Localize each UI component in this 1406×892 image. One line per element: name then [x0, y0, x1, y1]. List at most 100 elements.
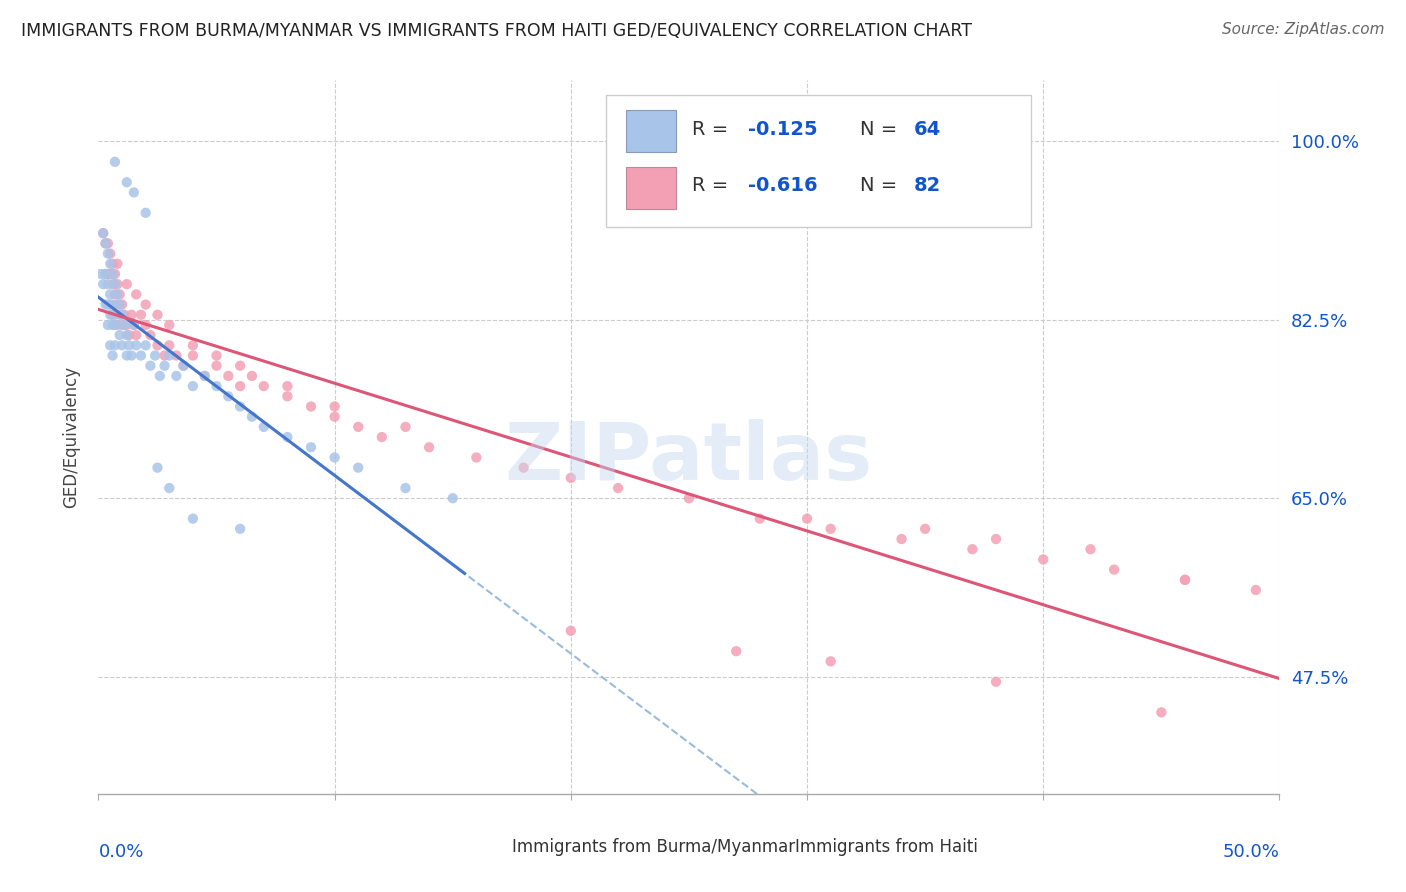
- Point: [276, 430, 298, 444]
- Point: [104, 267, 127, 281]
- Point: [253, 420, 276, 434]
- Point: [115, 175, 138, 189]
- Point: [607, 481, 630, 495]
- Point: [91, 226, 114, 240]
- Point: [157, 349, 180, 363]
- Point: [139, 359, 162, 373]
- Point: [91, 277, 114, 292]
- Point: [101, 257, 124, 271]
- Point: [229, 522, 252, 536]
- Point: [394, 420, 416, 434]
- Point: [217, 389, 239, 403]
- Point: [135, 338, 157, 352]
- Point: [984, 532, 1007, 546]
- Point: [157, 318, 180, 332]
- Point: [98, 338, 121, 352]
- Point: [111, 338, 134, 352]
- Point: [276, 379, 298, 393]
- Point: [725, 644, 748, 658]
- Point: [276, 389, 298, 403]
- Point: [146, 308, 169, 322]
- Point: [135, 297, 157, 311]
- Point: [129, 308, 152, 322]
- Point: [1150, 706, 1173, 720]
- Point: [205, 359, 228, 373]
- Text: N =: N =: [860, 176, 904, 194]
- Point: [135, 318, 157, 332]
- Point: [1032, 552, 1054, 566]
- Point: [118, 338, 141, 352]
- Point: [105, 257, 128, 271]
- Point: [240, 368, 263, 383]
- Text: Immigrants from Burma/Myanmar: Immigrants from Burma/Myanmar: [512, 838, 794, 856]
- Point: [146, 460, 169, 475]
- Point: [441, 491, 464, 506]
- Bar: [471, 837, 503, 858]
- Point: [101, 318, 124, 332]
- Point: [560, 624, 582, 638]
- Point: [125, 287, 148, 301]
- Point: [347, 420, 370, 434]
- Point: [135, 206, 157, 220]
- Point: [98, 308, 121, 322]
- Text: 0.0%: 0.0%: [98, 843, 143, 861]
- Point: [153, 349, 176, 363]
- Point: [112, 308, 135, 322]
- Point: [796, 511, 818, 525]
- Point: [465, 450, 488, 465]
- Point: [91, 226, 114, 240]
- Point: [108, 287, 131, 301]
- Point: [157, 338, 180, 352]
- Point: [125, 328, 148, 343]
- Point: [748, 511, 770, 525]
- Point: [512, 460, 534, 475]
- Point: [299, 400, 322, 414]
- Point: [108, 308, 131, 322]
- Point: [1102, 563, 1125, 577]
- Text: IMMIGRANTS FROM BURMA/MYANMAR VS IMMIGRANTS FROM HAITI GED/EQUIVALENCY CORRELATI: IMMIGRANTS FROM BURMA/MYANMAR VS IMMIGRA…: [21, 22, 972, 40]
- Text: ZIPatlas: ZIPatlas: [505, 419, 873, 498]
- Point: [240, 409, 263, 424]
- Point: [229, 379, 252, 393]
- Point: [560, 471, 582, 485]
- Point: [229, 359, 252, 373]
- Text: Immigrants from Haiti: Immigrants from Haiti: [796, 838, 979, 856]
- Point: [181, 349, 204, 363]
- Point: [125, 338, 148, 352]
- Point: [98, 267, 121, 281]
- Point: [678, 491, 700, 506]
- Point: [101, 267, 124, 281]
- Point: [1174, 573, 1197, 587]
- Text: -0.616: -0.616: [748, 176, 818, 194]
- Bar: [754, 837, 787, 858]
- Point: [172, 359, 194, 373]
- Point: [205, 349, 228, 363]
- Point: [181, 511, 204, 525]
- FancyBboxPatch shape: [606, 95, 1032, 227]
- Point: [104, 318, 127, 332]
- Point: [820, 654, 842, 668]
- Point: [890, 532, 912, 546]
- Text: 50.0%: 50.0%: [1223, 843, 1279, 861]
- Point: [347, 460, 370, 475]
- Point: [299, 440, 322, 454]
- Point: [94, 267, 117, 281]
- Point: [157, 481, 180, 495]
- Text: 82: 82: [914, 176, 941, 194]
- Point: [217, 368, 239, 383]
- Point: [962, 542, 984, 557]
- Point: [111, 297, 134, 311]
- Point: [101, 297, 124, 311]
- Point: [104, 338, 127, 352]
- Point: [139, 328, 162, 343]
- Point: [97, 277, 120, 292]
- Point: [97, 246, 120, 260]
- Point: [229, 400, 252, 414]
- Bar: [626, 168, 676, 209]
- Point: [153, 359, 176, 373]
- Text: R =: R =: [693, 120, 735, 139]
- Point: [118, 328, 141, 343]
- Point: [165, 349, 187, 363]
- Point: [98, 297, 121, 311]
- Point: [194, 368, 217, 383]
